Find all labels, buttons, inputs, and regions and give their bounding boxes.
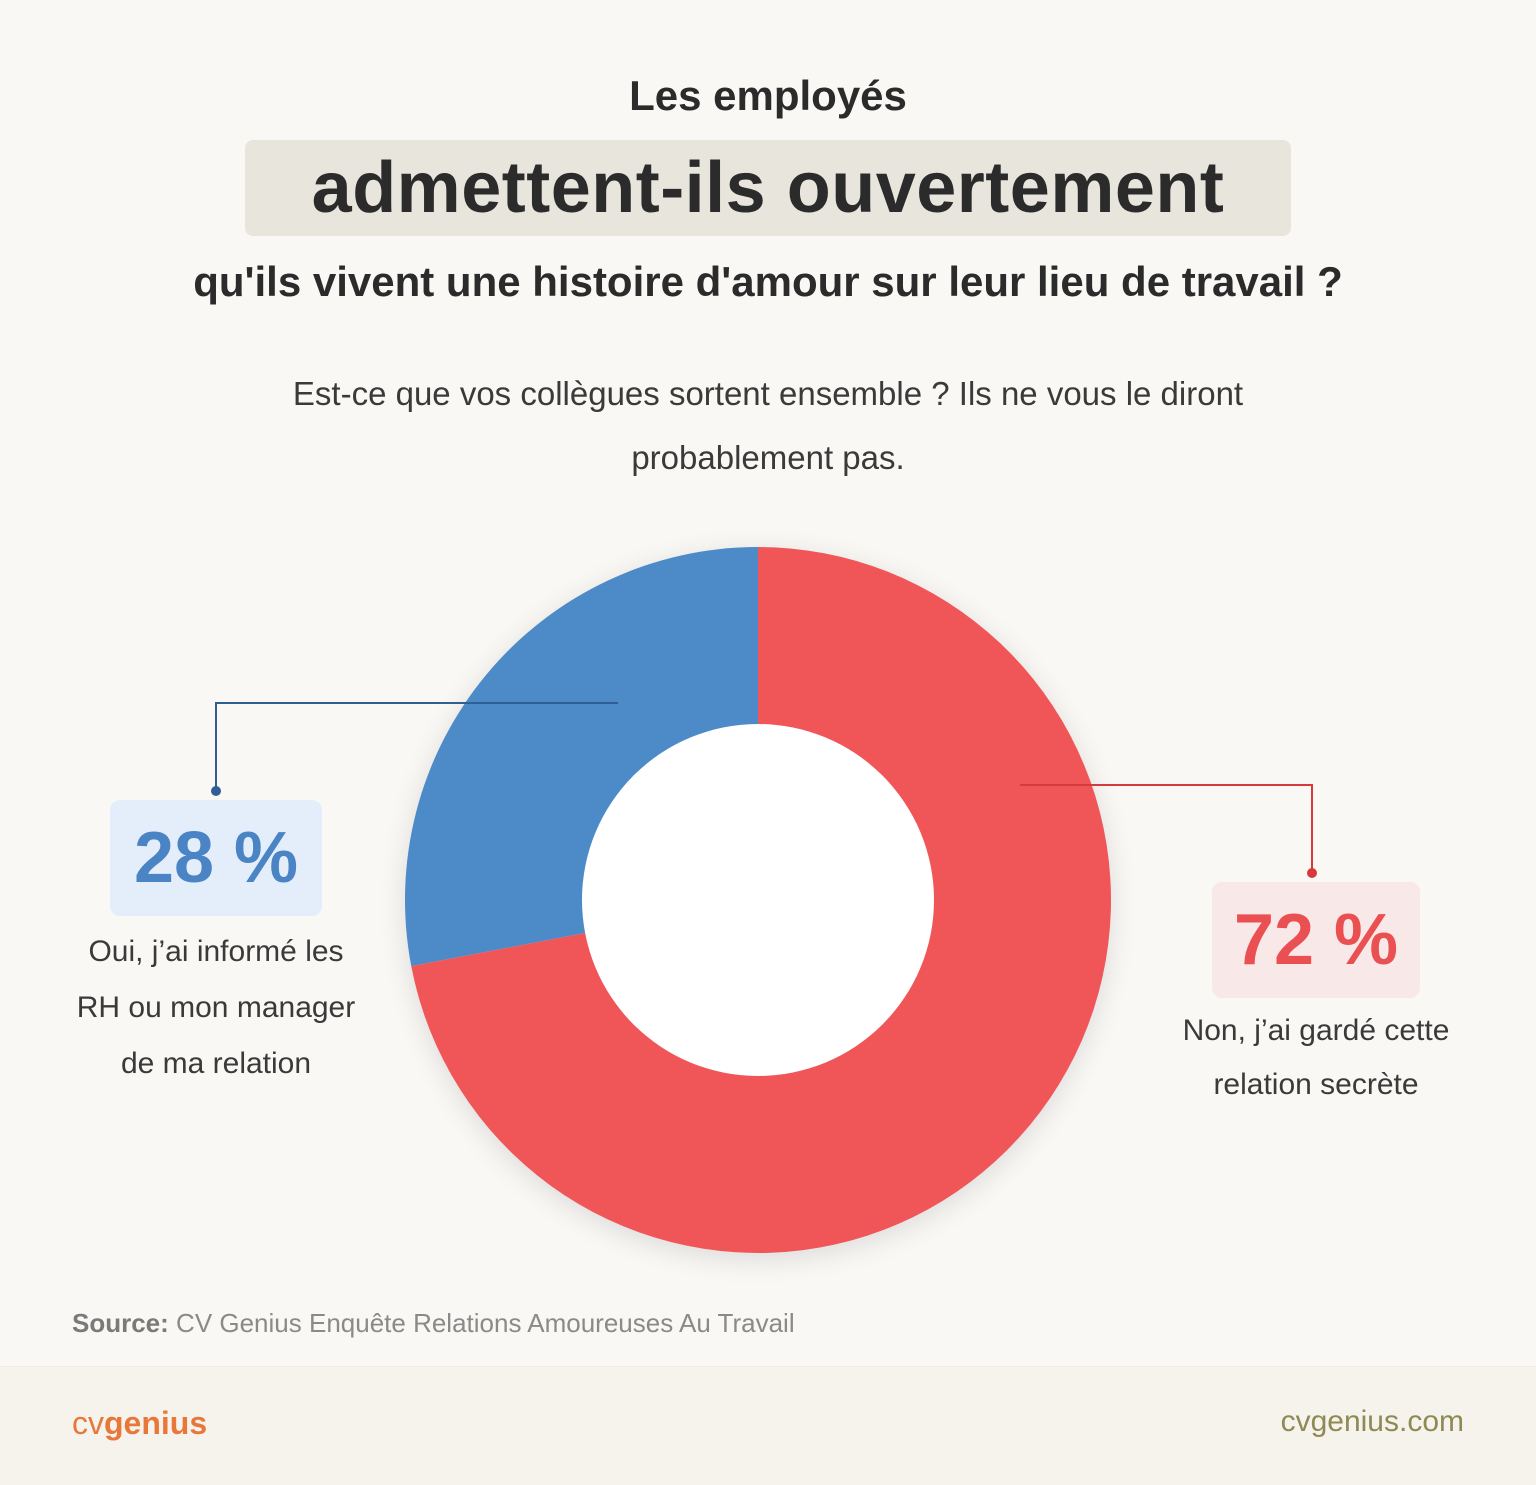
logo-genius: genius — [104, 1405, 208, 1441]
donut-hole — [582, 724, 934, 1076]
category-label-oui-line-1: Oui, j’ai informé les — [88, 935, 344, 968]
title-highlight: admettent-ils ouvertement — [311, 148, 1225, 228]
cvgenius-logo[interactable]: cvgenius — [72, 1405, 207, 1442]
footer: cvgenius cvgenius.com — [0, 1366, 1536, 1485]
source-note: Source: CV Genius Enquête Relations Amou… — [72, 1308, 795, 1339]
category-label-non-line-1: Non, j’ai gardé cette — [1182, 1014, 1450, 1047]
subtitle-line-2: probablement pas. — [631, 439, 905, 476]
leader-line-non — [1020, 784, 1313, 872]
leader-dot-oui — [211, 786, 221, 796]
website-link[interactable]: cvgenius.com — [1280, 1405, 1464, 1438]
subtitle: Est-ce que vos collègues sortent ensembl… — [0, 362, 1536, 490]
data-label-oui: 28 % — [110, 800, 322, 916]
source-prefix: Source: — [72, 1308, 169, 1338]
title-line-3: qu'ils vivent une histoire d'amour sur l… — [193, 258, 1343, 305]
title-line-1: Les employés — [629, 72, 907, 119]
subtitle-line-1: Est-ce que vos collègues sortent ensembl… — [292, 375, 1244, 412]
category-label-oui: Oui, j’ai informé les RH ou mon manager … — [40, 924, 392, 1092]
category-label-oui-line-3: de ma relation — [120, 1047, 312, 1080]
logo-cv: cv — [72, 1405, 104, 1441]
category-label-oui-line-2: RH ou mon manager — [76, 991, 356, 1024]
leader-line-oui — [215, 702, 618, 790]
category-label-non-line-2: relation secrète — [1213, 1068, 1419, 1101]
data-label-non: 72 % — [1212, 882, 1420, 998]
leader-dot-non — [1307, 868, 1317, 878]
title-highlight-box: admettent-ils ouvertement — [245, 140, 1291, 236]
source-text: CV Genius Enquête Relations Amoureuses A… — [168, 1308, 795, 1338]
category-label-non: Non, j’ai gardé cette relation secrète — [1140, 1004, 1492, 1112]
